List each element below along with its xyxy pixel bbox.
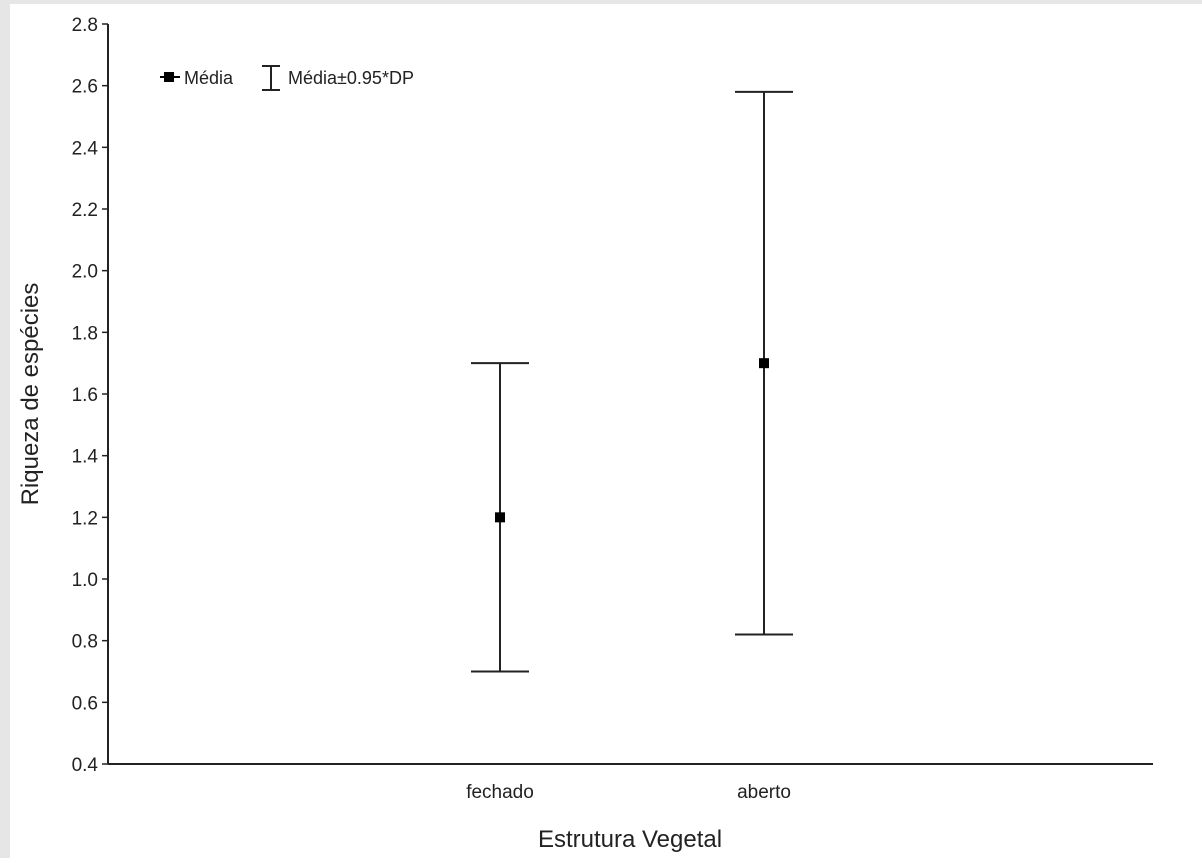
- y-tick-label: 1.6: [72, 385, 98, 406]
- y-tick-label: 1.2: [72, 508, 98, 529]
- mean-marker: [495, 512, 505, 523]
- y-tick-label: 0.4: [72, 755, 99, 776]
- y-axis-title: Riqueza de espécies: [17, 283, 44, 506]
- mean-marker: [759, 358, 769, 369]
- data-marks: [471, 90, 793, 673]
- x-category-label: aberto: [737, 782, 791, 803]
- x-categories: fechado aberto: [466, 782, 791, 803]
- y-tick-label: 2.8: [72, 15, 98, 36]
- chart-canvas: Riqueza de espécies Estrutura Vegetal Mé…: [17, 15, 1153, 853]
- y-tick-label: 1.4: [72, 447, 99, 468]
- legend-errorbar-label: Média±0.95*DP: [288, 68, 414, 88]
- legend: Média Média±0.95*DP: [160, 65, 414, 91]
- legend-mean-label: Média: [184, 68, 234, 88]
- legend-mean-marker-icon: [164, 72, 174, 82]
- y-tick-label: 2.2: [72, 200, 98, 221]
- x-axis-title: Estrutura Vegetal: [538, 826, 722, 853]
- y-ticks: 0.4 0.6 0.8 1.0 1.2 1.4 1.6 1.8 2.0 2.2 2.4 2.6 2.8: [72, 15, 108, 776]
- y-tick-label: 2.6: [72, 77, 98, 98]
- x-category-label: fechado: [466, 782, 534, 803]
- y-tick-label: 1.0: [72, 570, 98, 591]
- y-tick-label: 2.4: [72, 138, 99, 159]
- y-tick-label: 2.0: [72, 262, 98, 283]
- y-tick-label: 0.6: [72, 693, 98, 714]
- y-tick-label: 1.8: [72, 323, 98, 344]
- y-tick-label: 0.8: [72, 632, 98, 653]
